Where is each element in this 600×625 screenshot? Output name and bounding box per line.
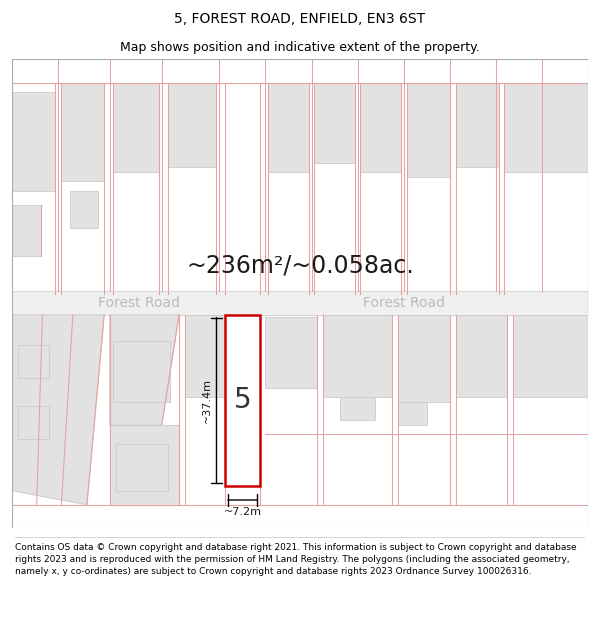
Text: Forest Road: Forest Road [98,296,180,310]
Bar [340,397,375,420]
Text: ~37.4m: ~37.4m [202,378,212,423]
Bar [455,82,499,167]
Bar [185,315,225,397]
Text: Map shows position and indicative extent of the property.: Map shows position and indicative extent… [120,41,480,54]
Polygon shape [12,315,104,505]
Bar [398,401,427,425]
Bar [12,92,55,191]
Text: 5: 5 [233,386,251,414]
Bar [323,315,392,397]
Bar [12,205,41,256]
Bar [455,315,508,397]
Bar [225,315,260,486]
Bar [18,406,49,439]
Bar [268,82,308,172]
Text: ~236m²/~0.058ac.: ~236m²/~0.058ac. [186,253,414,278]
Bar [513,315,588,397]
Bar [113,341,170,401]
Bar [265,317,317,388]
Bar [113,82,159,172]
Bar [18,345,49,378]
Bar [361,82,401,172]
Bar [167,82,217,167]
Bar [61,82,104,181]
Bar [116,444,167,491]
Bar [505,82,588,172]
Polygon shape [110,315,179,425]
Bar [314,82,355,162]
Text: 5, FOREST ROAD, ENFIELD, EN3 6ST: 5, FOREST ROAD, ENFIELD, EN3 6ST [175,12,425,26]
Polygon shape [110,425,179,505]
Bar [398,315,450,401]
Text: Forest Road: Forest Road [362,296,445,310]
Bar [407,82,450,176]
Text: ~7.2m: ~7.2m [223,507,262,517]
Bar [70,191,98,228]
Text: Contains OS data © Crown copyright and database right 2021. This information is : Contains OS data © Crown copyright and d… [15,543,577,576]
